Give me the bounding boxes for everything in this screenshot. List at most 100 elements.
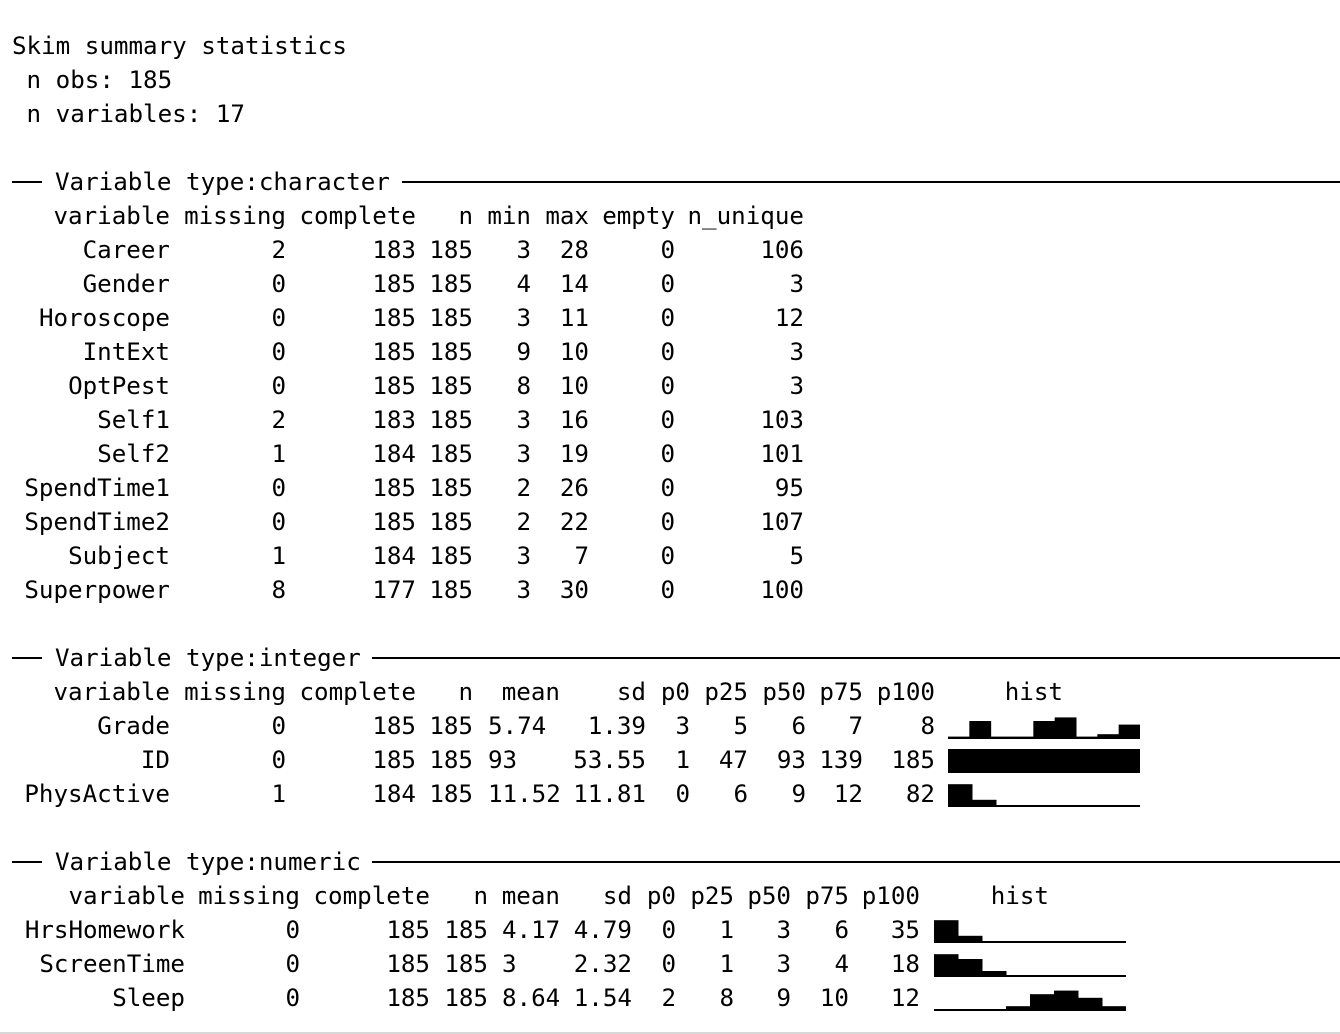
cell-n: 185 <box>429 440 473 468</box>
cell-p50: 3 <box>776 916 791 944</box>
cell-min: 8 <box>516 372 531 400</box>
hist-bar <box>1006 1006 1031 1011</box>
cell-complete: 184 <box>372 440 416 468</box>
table-row: Gender 0 185 185 4 14 0 3 <box>0 267 1340 301</box>
cell-n: 185 <box>429 542 473 570</box>
section-header-numeric: Variable type:numeric <box>0 845 1340 879</box>
column-header-p75: p75 <box>805 882 849 910</box>
cell-missing: 1 <box>271 440 286 468</box>
hist-bar <box>1097 734 1120 739</box>
cell-max: 10 <box>559 338 589 366</box>
hist-bar <box>1012 736 1034 739</box>
cell-complete: 185 <box>372 304 416 332</box>
cell-n-unique: 5 <box>789 542 804 570</box>
table-row: Self1 2 183 185 3 16 0 103 <box>0 403 1340 437</box>
cell-variable: SpendTime2 <box>24 508 170 536</box>
column-header-sd: sd <box>602 882 632 910</box>
cell-n-unique: 100 <box>760 576 804 604</box>
table-row: IntExt 0 185 185 9 10 0 3 <box>0 335 1340 369</box>
cell-p75: 7 <box>848 712 863 740</box>
hist-bar <box>1030 975 1055 977</box>
cell-n: 185 <box>429 236 473 264</box>
cell-empty: 0 <box>660 270 675 298</box>
cell-missing: 1 <box>271 542 286 570</box>
cell-variable: SpendTime1 <box>24 474 170 502</box>
cell-empty: 0 <box>660 372 675 400</box>
cell-variable: Superpower <box>24 576 170 604</box>
column-header-complete: complete <box>299 202 417 230</box>
cell-p0: 0 <box>675 780 690 808</box>
cell-n: 185 <box>429 372 473 400</box>
cell-sd: 53.55 <box>573 746 646 774</box>
table-row: Career 2 183 185 3 28 0 106 <box>0 233 1340 267</box>
table-row: HrsHomework 0 185 185 4.17 4.79 0 1 3 6 35 <box>0 913 1340 947</box>
cell-missing: 8 <box>271 576 286 604</box>
cell-n: 185 <box>429 304 473 332</box>
hist-bar <box>934 1009 959 1011</box>
cell-mean: 93 <box>488 746 518 774</box>
cell-complete: 177 <box>372 576 416 604</box>
rule-line <box>372 861 1340 863</box>
cell-sd: 1.39 <box>587 712 646 740</box>
rule-line <box>402 181 1340 183</box>
hist-bar <box>934 954 959 977</box>
cell-max: 30 <box>559 576 589 604</box>
hist-bar <box>1006 975 1031 977</box>
cell-mean: 3 <box>502 950 517 978</box>
column-header-p75: p75 <box>819 678 863 706</box>
hist-bar <box>996 749 1021 773</box>
cell-complete: 185 <box>372 712 416 740</box>
hist-bar <box>1076 736 1098 739</box>
cell-missing: 0 <box>271 474 286 502</box>
cell-max: 19 <box>559 440 589 468</box>
cell-max: 10 <box>559 372 589 400</box>
hist-bar <box>958 935 983 943</box>
cell-min: 3 <box>516 440 531 468</box>
hist-bar <box>958 959 983 977</box>
table-row: Sleep 0 185 185 8.64 1.54 2 8 9 10 12 <box>0 981 1340 1015</box>
cell-p50: 3 <box>776 950 791 978</box>
column-header-empty: empty <box>602 202 675 230</box>
cell-variable: ScreenTime <box>39 950 185 978</box>
cell-variable: Self1 <box>97 406 170 434</box>
cell-variable: PhysActive <box>24 780 170 808</box>
cell-n-unique: 101 <box>760 440 804 468</box>
hist-bar <box>982 971 1007 977</box>
column-header-p50: p50 <box>762 678 806 706</box>
section-header-character: Variable type:character <box>0 165 1340 199</box>
cell-p0: 3 <box>675 712 690 740</box>
cell-p50: 9 <box>791 780 806 808</box>
column-header-n: n <box>473 882 488 910</box>
cell-variable: IntExt <box>82 338 170 366</box>
cell-n: 185 <box>429 746 473 774</box>
hist-bar <box>972 749 997 773</box>
hist-bar <box>1116 749 1140 773</box>
cell-n: 185 <box>429 780 473 808</box>
cell-variable: Self2 <box>97 440 170 468</box>
cell-sd: 1.54 <box>573 984 632 1012</box>
cell-mean: 4.17 <box>502 916 561 944</box>
cell-min: 3 <box>516 236 531 264</box>
cell-missing: 0 <box>271 508 286 536</box>
cell-complete: 183 <box>372 236 416 264</box>
hist-bar <box>982 941 1007 943</box>
hist-bar <box>1092 749 1117 773</box>
cell-empty: 0 <box>660 542 675 570</box>
cell-complete: 184 <box>372 780 416 808</box>
histogram-sparkline <box>948 747 1140 775</box>
column-header-variable: variable <box>53 202 171 230</box>
hist-bar <box>1068 805 1093 807</box>
table-row: Subject 1 184 185 3 7 0 5 <box>0 539 1340 573</box>
cell-n: 185 <box>429 406 473 434</box>
n-variables-line: n variables: 17 <box>12 100 245 128</box>
cell-min: 2 <box>516 474 531 502</box>
cell-n: 185 <box>429 338 473 366</box>
column-header-p0: p0 <box>646 882 676 910</box>
cell-p0: 0 <box>661 916 676 944</box>
cell-n-unique: 3 <box>789 338 804 366</box>
hist-bar <box>990 736 1013 739</box>
hist-bar <box>1078 975 1103 977</box>
cell-p25: 1 <box>719 916 734 944</box>
cell-variable: Gender <box>82 270 170 298</box>
